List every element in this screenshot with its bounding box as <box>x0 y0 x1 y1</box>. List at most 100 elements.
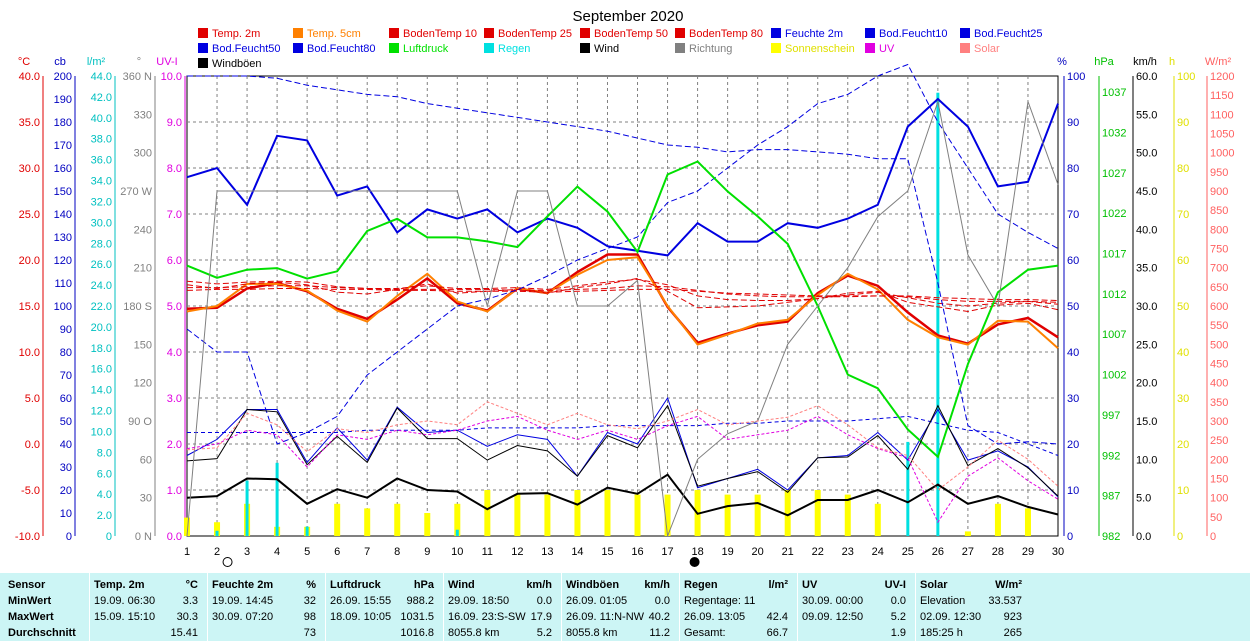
legend-label: Windböen <box>212 58 262 70</box>
axis-uv: 0.0 1.0 2.0 3.0 4.0 5.0 6.0 7.0 8.0 9.0 10.0 UV-I <box>156 56 186 543</box>
stats-cell-text: 02.09. 12:30 <box>920 611 982 623</box>
bar-sonnenschein <box>634 494 641 536</box>
axis-title: ° <box>137 56 141 68</box>
axis-solar: 0 50 100 150 200 250 300 350 400 450 500 550 600 650 7… <box>1205 56 1235 543</box>
axis-tick-label: 1027 <box>1102 168 1126 180</box>
x-tick-label: 27 <box>962 546 974 558</box>
axis-tick-label: 150 <box>134 339 152 351</box>
axis-tick-label: 190 <box>54 94 72 106</box>
axis-tick-label: 3.0 <box>167 393 182 405</box>
axis-tick-label: 210 <box>134 263 152 275</box>
axis-dir: 0 N 30 60 90 O 120 150 180 S 210 240 270 W 300 330 3… <box>120 56 156 543</box>
legend-label: BodenTemp 10 <box>403 28 477 40</box>
stats-cell-value: 15.41 <box>170 627 198 639</box>
bar-sonnenschein <box>484 490 491 536</box>
x-tick-label: 14 <box>571 546 583 558</box>
axis-tick-label: 10 <box>1177 485 1189 497</box>
axis-tick-label: 950 <box>1210 167 1228 179</box>
axis-tick-label: 30 <box>140 493 152 505</box>
bar-sonnenschein <box>364 508 371 536</box>
axis-tick-label: 9.0 <box>167 117 182 129</box>
axis-tick-label: 20.0 <box>91 322 112 334</box>
axis-tick-label: 25.0 <box>19 209 40 221</box>
bar-regen <box>245 480 249 536</box>
legend-swatch <box>675 43 685 53</box>
x-tick-label: 3 <box>244 546 250 558</box>
bar-sonnenschein <box>214 522 221 536</box>
axis-tick-label: 850 <box>1210 205 1228 217</box>
axis-tick-label: 1032 <box>1102 127 1126 139</box>
axis-hum: 0 10 20 30 40 50 60 70 80 90 100% <box>1057 56 1085 543</box>
axis-press: 982 987 992 997 1002 1007 1012 1017 1022 1027 1032… <box>1094 56 1126 543</box>
series-temp-2m <box>186 253 1059 346</box>
axis-tick-label: 1050 <box>1210 129 1234 141</box>
axis-tick-label: 1012 <box>1102 289 1126 301</box>
axis-tick-label: 170 <box>54 140 72 152</box>
axis-wind: 0.0 5.0 10.0 15.0 20.0 25.0 30.0 35.0 40.0 45.0 50… <box>1132 56 1157 543</box>
series-bodentemp-50 <box>187 285 1059 303</box>
axis-tick-label: 1017 <box>1102 249 1126 261</box>
legend-swatch <box>675 28 685 38</box>
stats-cell-value: 11.2 <box>649 627 670 639</box>
axis-tick-label: 60.0 <box>1136 71 1157 83</box>
series-wind <box>186 473 1059 517</box>
series-bod-feucht25 <box>186 63 1059 445</box>
stats-cell-text: 30.09. 00:00 <box>802 595 864 607</box>
axis-tick-label: 20 <box>1177 439 1189 451</box>
axis-tick-label: 30.0 <box>91 217 112 229</box>
bar-regen <box>455 529 459 536</box>
bar-regen <box>215 530 219 536</box>
axis-tick-label: 4.0 <box>97 489 112 501</box>
stats-column-separator <box>679 573 680 641</box>
stats-header-unit: km/h <box>526 579 552 591</box>
axis-tick-label: 0 <box>1177 531 1183 543</box>
stats-cell-value: 73 <box>303 627 316 639</box>
x-tick-label: 4 <box>274 546 280 558</box>
legend-swatch <box>580 43 590 53</box>
stats-cell-text: 15.09. 15:10 <box>94 611 156 623</box>
axis-tick-label: 0 <box>66 531 72 543</box>
x-tick-label: 1 <box>184 546 190 558</box>
stats-cell-value: 40.2 <box>648 611 670 623</box>
bar-regen <box>305 526 309 536</box>
stats-column-separator <box>325 573 326 641</box>
axis-tick-label: 40 <box>1177 347 1189 359</box>
axis-tick-label: 55.0 <box>1136 109 1157 121</box>
bar-sonnenschein <box>184 517 190 536</box>
x-tick-label: 20 <box>752 546 764 558</box>
stats-cell-value: 98 <box>303 611 316 623</box>
series-bodentemp-10 <box>186 277 1059 313</box>
series-bodentemp-80 <box>186 288 1059 301</box>
stats-cell-text: 19.09. 14:45 <box>212 595 274 607</box>
axis-tick-label: 36.0 <box>91 155 112 167</box>
axis-tick-label: 200 <box>1210 454 1228 466</box>
bar-sonnenschein <box>874 503 881 536</box>
axis-tick-label: 8.0 <box>167 163 182 175</box>
stats-cell-text: 185:25 h <box>920 627 963 639</box>
axis-tick-label: 100 <box>1177 71 1195 83</box>
axis-tick-label: 100 <box>54 301 72 313</box>
axis-tick-label: 0.0 <box>167 531 182 543</box>
axis-tick-label: 70 <box>60 370 72 382</box>
axis-tick-label: 40.0 <box>1136 224 1157 236</box>
bar-sonnenschein <box>394 503 401 536</box>
axis-tick-label: 40 <box>1067 347 1079 359</box>
bar-sonnenschein <box>664 494 671 536</box>
axis-tick-label: 0.0 <box>1136 531 1151 543</box>
stats-cell-text: 09.09. 12:50 <box>802 611 864 623</box>
axis-tick-label: 100 <box>1067 71 1085 83</box>
axis-title: l/m² <box>87 56 106 68</box>
stats-cell-text: Gesamt: <box>684 627 726 639</box>
stats-cell-value: 0.0 <box>890 595 906 607</box>
stats-header: Feuchte 2m <box>212 579 274 591</box>
axis-tick-label: 1022 <box>1102 208 1126 220</box>
legend-swatch <box>293 43 303 53</box>
axis-tick-label: 120 <box>54 255 72 267</box>
axis-tick-label: 600 <box>1210 301 1228 313</box>
axis-tick-label: 70 <box>1177 209 1189 221</box>
stats-header-unit: % <box>306 579 316 591</box>
axis-tick-label: 2.0 <box>167 439 182 451</box>
axis-tick-label: 90 O <box>128 416 152 428</box>
legend-swatch <box>865 43 875 53</box>
